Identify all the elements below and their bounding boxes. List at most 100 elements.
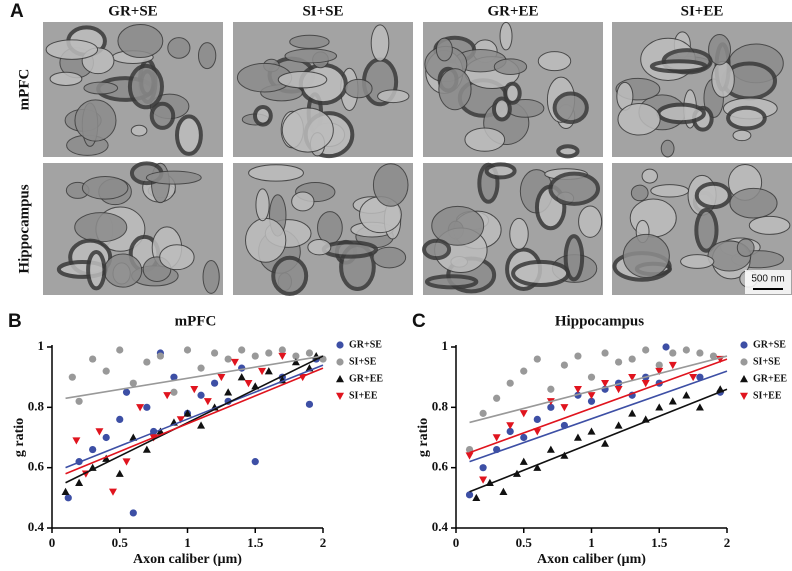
data-point — [163, 392, 172, 400]
data-point — [533, 355, 541, 363]
legend-label: GR+EE — [753, 373, 787, 384]
y-tick-label: 0.8 — [432, 398, 449, 413]
data-point — [203, 398, 212, 406]
data-point — [601, 439, 610, 447]
data-point — [682, 346, 690, 354]
column-label: SI+EE — [681, 3, 724, 19]
data-point — [465, 452, 474, 460]
y-tick-label: 1 — [38, 338, 45, 353]
micrograph-texture — [641, 168, 658, 184]
y-tick-label: 1 — [442, 338, 449, 353]
data-point — [615, 358, 623, 366]
data-point — [547, 385, 555, 393]
micrograph — [43, 161, 223, 295]
micrograph-texture — [424, 274, 479, 290]
trend-line — [65, 367, 324, 475]
data-point — [492, 434, 501, 442]
micrograph-texture — [563, 234, 585, 282]
micrograph-texture — [491, 96, 512, 122]
micrograph-texture — [253, 105, 273, 127]
y-tick-label: 0.8 — [28, 398, 45, 413]
micrograph-texture — [630, 184, 649, 202]
micrograph-texture — [317, 211, 343, 245]
data-point — [573, 433, 582, 441]
data-point — [265, 349, 273, 357]
data-point — [89, 355, 97, 363]
micrograph-texture — [321, 240, 379, 259]
data-point — [546, 445, 555, 453]
data-point — [238, 364, 246, 372]
micrograph-texture — [438, 68, 472, 111]
y-tick-label: 0.4 — [432, 519, 449, 534]
data-point — [61, 487, 70, 495]
micrograph — [422, 162, 603, 295]
micrograph-texture — [248, 164, 304, 182]
y-tick-label: 0.6 — [432, 459, 449, 474]
data-point — [628, 409, 637, 417]
micrograph — [612, 163, 792, 295]
panel-label: A — [10, 1, 24, 22]
data-point — [183, 409, 192, 417]
x-tick-label: 0 — [49, 535, 56, 550]
data-point — [278, 352, 287, 361]
data-point — [183, 346, 192, 354]
data-point — [740, 392, 748, 400]
micrograph-texture — [656, 102, 706, 125]
data-point — [197, 364, 205, 372]
micrograph-texture — [149, 101, 176, 130]
data-point — [170, 388, 178, 396]
data-point — [336, 358, 344, 366]
data-point — [573, 386, 582, 394]
trend-line — [469, 355, 728, 424]
x-tick-label: 2 — [724, 535, 731, 550]
data-point — [89, 445, 97, 454]
micrograph-texture — [86, 249, 107, 291]
micrograph-texture — [284, 48, 338, 64]
micrograph-texture — [484, 162, 517, 180]
micrograph-texture — [617, 103, 661, 136]
micrograph-texture — [49, 71, 83, 86]
data-point — [696, 373, 704, 381]
data-point — [519, 410, 528, 418]
column-label: SI+SE — [302, 3, 343, 19]
micrograph-texture — [509, 217, 529, 250]
micrograph-texture — [552, 91, 589, 125]
micrograph — [423, 21, 603, 159]
legend-label: GR+SE — [753, 339, 786, 350]
micrograph — [612, 22, 792, 158]
data-point — [75, 397, 83, 405]
chart-title: Hippocampus — [555, 313, 644, 329]
micrograph-texture — [202, 259, 220, 294]
micrograph-texture — [83, 81, 119, 95]
micrograph-texture — [464, 127, 506, 152]
data-point — [102, 367, 110, 375]
data-point — [479, 464, 487, 472]
micrograph-texture — [503, 81, 522, 105]
data-point — [142, 445, 151, 453]
data-point — [115, 469, 124, 477]
data-point — [628, 355, 636, 363]
micrograph-texture — [159, 244, 195, 271]
legend-label: SI+EE — [349, 390, 378, 401]
data-point — [224, 355, 232, 363]
data-point — [108, 488, 117, 496]
trend-line — [469, 370, 728, 463]
data-point — [587, 373, 596, 381]
micrograph-texture — [81, 176, 129, 200]
data-point — [614, 386, 623, 394]
y-tick-label: 0.4 — [28, 519, 45, 534]
micrograph-texture — [45, 39, 99, 60]
micrograph-texture — [291, 191, 315, 212]
data-point — [156, 352, 164, 360]
micrograph-texture — [435, 37, 453, 62]
data-point — [465, 491, 474, 499]
micrograph-texture — [167, 37, 191, 59]
y-axis-label: g ratio — [12, 418, 27, 457]
data-point — [136, 404, 145, 412]
data-point — [533, 415, 541, 423]
data-point — [587, 392, 596, 400]
micrograph-texture — [74, 99, 117, 142]
micrograph-texture — [694, 181, 732, 210]
data-point — [305, 349, 314, 357]
